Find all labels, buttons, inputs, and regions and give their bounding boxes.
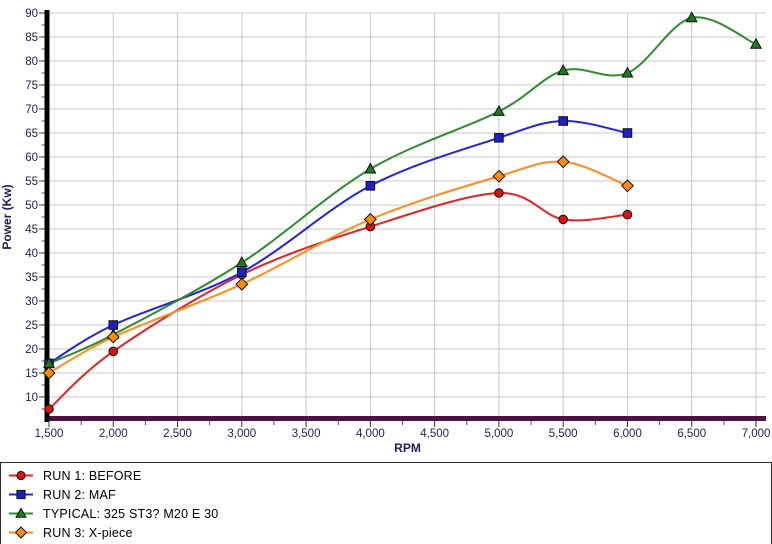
- square-data-point-marker: [622, 128, 633, 138]
- y-tick-label: 25: [25, 320, 38, 332]
- y-tick-label: 70: [25, 104, 38, 116]
- run3-diamond-marker-icon: [9, 526, 33, 539]
- legend-label: RUN 3: X-piece: [43, 525, 133, 540]
- square-data-point-marker: [16, 489, 26, 500]
- x-tick-label: 5,000: [485, 428, 514, 440]
- y-tick-label: 15: [25, 368, 38, 380]
- typical-triangle-marker-icon: [9, 507, 33, 518]
- circle-data-point-marker: [494, 188, 504, 198]
- diamond-data-point-marker: [363, 212, 377, 226]
- y-tick-label: 55: [25, 176, 38, 188]
- y-tick-label: 45: [25, 224, 38, 236]
- y-axis-line: [44, 10, 50, 422]
- triangle-data-point-marker: [685, 11, 698, 23]
- legend-item-run3-xpiece: RUN 3: X-piece: [1, 523, 771, 542]
- diamond-data-point-marker: [620, 179, 634, 193]
- x-tick-label: 6,000: [613, 428, 642, 440]
- diamond-data-point-marker: [556, 155, 570, 169]
- triangle-data-point-marker: [15, 507, 27, 518]
- y-tick-label: 35: [25, 272, 38, 284]
- y-axis-title: Power (Kw): [0, 184, 14, 249]
- y-tick-label: 30: [25, 296, 38, 308]
- diamond-data-point-marker: [42, 366, 56, 380]
- square-data-point-marker: [494, 133, 504, 143]
- y-tick-label: 40: [25, 248, 38, 260]
- y-tick-label: 10: [25, 392, 38, 404]
- x-tick-label: 4,000: [356, 428, 385, 440]
- circle-data-point-marker: [622, 209, 633, 220]
- x-tick-label: 4,500: [420, 428, 449, 440]
- chart-plot: 1,500 2,000 2,500 3,000 3,500 4,000 4,500 5,000…: [0, 8, 771, 455]
- legend-label: TYPICAL: 325 ST3? M20 E 30: [43, 506, 219, 521]
- x-tick-label: 3,000: [227, 428, 256, 440]
- triangle-data-point-marker: [621, 66, 634, 78]
- legend-label: RUN 1: BEFORE: [43, 468, 142, 483]
- legend-item-run2-maf: RUN 2: MAF: [1, 485, 771, 504]
- series-line-2: [48, 16, 757, 365]
- series-line-3: [48, 160, 629, 374]
- square-data-point-marker: [108, 320, 119, 330]
- y-tick-label: 80: [25, 56, 38, 68]
- y-tick-label: 60: [25, 152, 38, 164]
- y-tick-label: 75: [25, 80, 38, 92]
- legend-item-run1-before: RUN 1: BEFORE: [1, 466, 771, 485]
- x-tick-label: 5,500: [549, 428, 578, 440]
- triangle-data-point-marker: [364, 162, 377, 174]
- x-tick-label: 2,500: [163, 428, 192, 440]
- x-axis-line: [44, 416, 766, 421]
- y-tick-label: 65: [25, 128, 38, 140]
- circle-data-point-marker: [108, 346, 119, 357]
- x-tick-label: 1,500: [35, 428, 64, 440]
- triangle-data-point-marker: [492, 104, 505, 116]
- legend-label: RUN 2: MAF: [43, 487, 116, 502]
- diamond-data-point-marker: [492, 169, 506, 183]
- x-tick-label: 3,500: [292, 428, 321, 440]
- run2-square-marker-icon: [9, 489, 33, 500]
- chart-legend: RUN 1: BEFORE RUN 2: MAF TYPICAL: 325 ST…: [0, 462, 772, 544]
- run1-circle-marker-icon: [9, 470, 33, 481]
- y-tick-label: 20: [25, 344, 38, 356]
- x-axis-title: RPM: [394, 441, 421, 455]
- triangle-data-point-marker: [749, 37, 763, 49]
- square-data-point-marker: [558, 116, 568, 126]
- diamond-data-point-marker: [235, 277, 249, 291]
- y-tick-label: 85: [25, 32, 38, 44]
- x-tick-label: 2,000: [99, 428, 128, 440]
- circle-data-point-marker: [16, 470, 26, 481]
- diamond-data-point-marker: [14, 526, 28, 539]
- diamond-data-point-marker: [106, 330, 120, 344]
- x-tick-label: 6,500: [677, 428, 706, 440]
- y-tick-label: 90: [25, 8, 38, 20]
- y-tick-label: 50: [25, 200, 38, 212]
- circle-data-point-marker: [44, 404, 54, 414]
- square-data-point-marker: [237, 267, 247, 277]
- circle-data-point-marker: [558, 214, 568, 225]
- square-data-point-marker: [365, 181, 376, 191]
- legend-item-typical: TYPICAL: 325 ST3? M20 E 30: [1, 504, 771, 523]
- triangle-data-point-marker: [235, 256, 248, 268]
- x-tick-label: 7,000: [742, 428, 771, 440]
- triangle-data-point-marker: [557, 64, 570, 76]
